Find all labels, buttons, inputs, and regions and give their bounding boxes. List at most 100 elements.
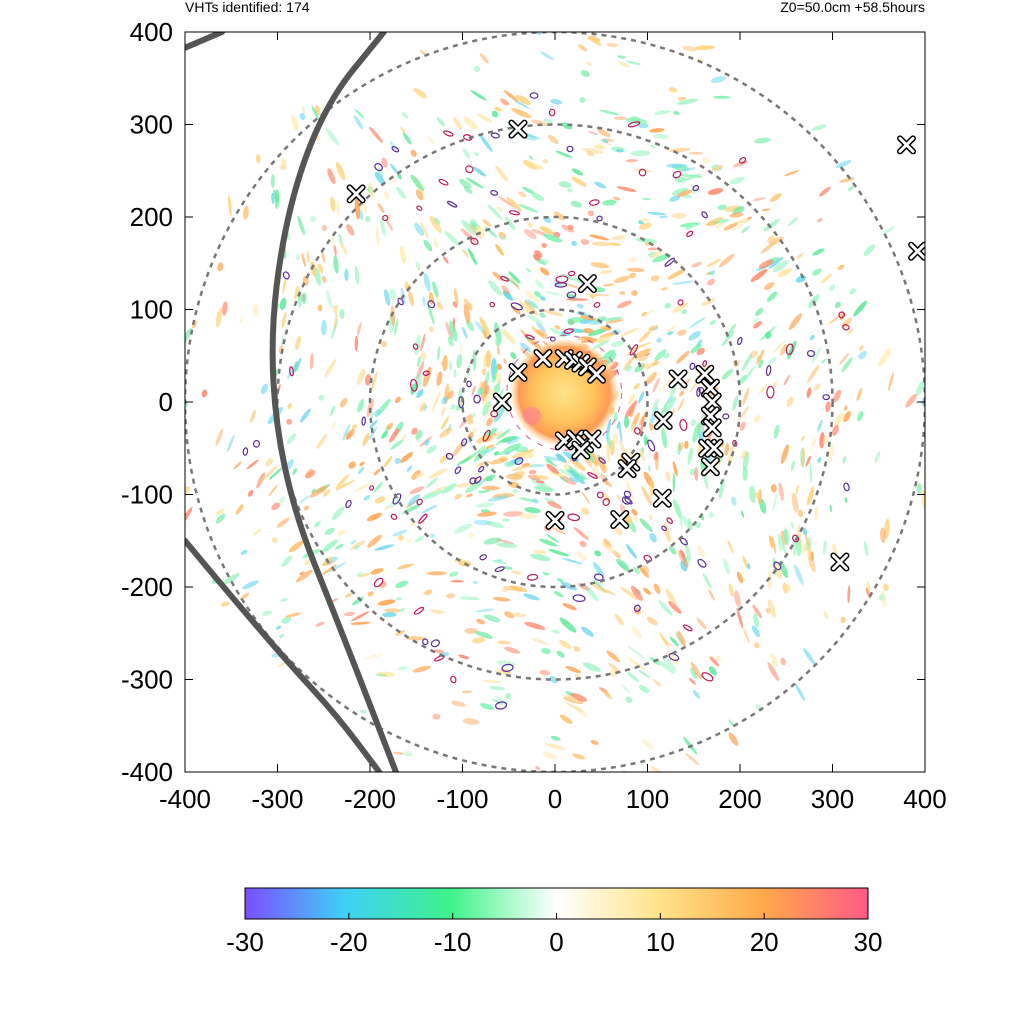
field-speckle <box>399 245 406 264</box>
field-speckle <box>467 248 478 266</box>
field-speckle <box>672 187 689 196</box>
contour-blob <box>501 663 514 672</box>
field-speckle <box>661 287 668 291</box>
field-speckle <box>476 618 485 625</box>
field-speckle <box>450 404 456 410</box>
field-speckle <box>364 653 384 660</box>
field-speckle <box>415 430 423 440</box>
contour-blob <box>450 675 457 684</box>
contour-blob <box>525 334 535 340</box>
field-speckle <box>335 162 346 180</box>
field-speckle <box>631 626 642 639</box>
field-speckle <box>401 111 409 119</box>
field-speckle <box>441 396 448 405</box>
field-speckle <box>563 282 581 290</box>
field-speckle <box>658 600 673 616</box>
field-speckle <box>638 669 651 679</box>
field-speckle <box>465 493 473 498</box>
field-speckle <box>702 157 710 164</box>
contour-blob <box>390 513 398 520</box>
field-speckle <box>540 296 546 301</box>
field-speckle <box>590 739 599 746</box>
field-speckle <box>612 235 626 241</box>
field-speckle <box>612 433 619 444</box>
field-speckle <box>543 118 553 124</box>
field-speckle <box>794 564 804 586</box>
vht-marker <box>610 509 630 529</box>
field-speckle <box>877 348 892 367</box>
field-speckle <box>629 272 637 279</box>
field-speckle <box>879 527 886 544</box>
field-speckle <box>474 151 479 157</box>
field-speckle <box>295 569 313 583</box>
field-speckle <box>456 354 463 369</box>
field-speckle <box>587 210 595 217</box>
field-speckle <box>709 320 716 325</box>
field-speckle <box>357 398 365 413</box>
field-speckle <box>504 216 516 231</box>
field-speckle <box>829 284 836 292</box>
field-speckle <box>253 304 259 317</box>
contour-blob <box>469 477 477 485</box>
field-speckle <box>525 290 539 303</box>
field-speckle <box>299 408 311 423</box>
contour-blob <box>677 299 684 306</box>
vht-marker <box>668 369 688 389</box>
contour-blob <box>627 121 641 128</box>
contour-blob <box>413 606 425 615</box>
field-speckle <box>801 447 805 468</box>
field-speckle <box>652 377 660 394</box>
field-speckle <box>473 519 493 526</box>
colorbar: -30 -20 -10 0 10 20 30 <box>226 887 882 957</box>
contour-blob <box>500 276 510 282</box>
field-speckle <box>491 698 505 706</box>
field-speckle <box>844 497 848 503</box>
field-speckle <box>579 540 587 548</box>
x-tick-label: -100 <box>436 784 488 814</box>
field-speckle <box>413 88 427 99</box>
field-speckle <box>666 163 688 169</box>
field-speckle <box>402 132 412 145</box>
field-speckle <box>674 176 687 183</box>
field-speckle <box>645 352 651 356</box>
field-speckle <box>605 319 625 324</box>
field-speckle <box>549 676 558 684</box>
field-speckle <box>767 356 777 366</box>
field-speckle <box>752 604 762 619</box>
contour-blob <box>391 146 400 153</box>
field-speckle <box>436 117 445 127</box>
field-speckle <box>722 338 729 346</box>
contour-blob <box>482 429 491 442</box>
field-speckle <box>528 134 541 140</box>
field-speckle <box>570 693 588 702</box>
field-speckle <box>580 239 590 245</box>
field-speckle <box>844 405 848 411</box>
field-speckle <box>534 549 547 555</box>
field-speckle <box>445 321 453 340</box>
field-speckle <box>644 437 648 446</box>
field-speckle <box>817 457 822 463</box>
field-speckle <box>681 309 687 315</box>
field-speckle <box>485 350 492 368</box>
contour-blob <box>602 498 610 507</box>
field-speckle <box>462 248 469 258</box>
field-speckle <box>678 96 686 101</box>
contour-blob <box>596 215 603 222</box>
field-speckle <box>528 469 537 475</box>
field-speckle <box>787 216 799 227</box>
plot-area <box>185 32 925 772</box>
field-speckle <box>799 447 806 468</box>
field-speckle <box>423 239 433 252</box>
field-speckle <box>322 488 331 497</box>
field-speckle <box>576 551 587 561</box>
vht-marker <box>571 440 591 460</box>
field-speckle <box>639 518 653 533</box>
field-speckle <box>482 388 493 407</box>
field-speckle <box>510 277 520 290</box>
field-speckle <box>772 381 778 388</box>
field-speckle <box>687 518 693 531</box>
field-speckle <box>732 395 739 411</box>
field-speckle <box>256 472 265 489</box>
contour-blob <box>514 457 524 466</box>
field-speckle <box>692 422 702 443</box>
